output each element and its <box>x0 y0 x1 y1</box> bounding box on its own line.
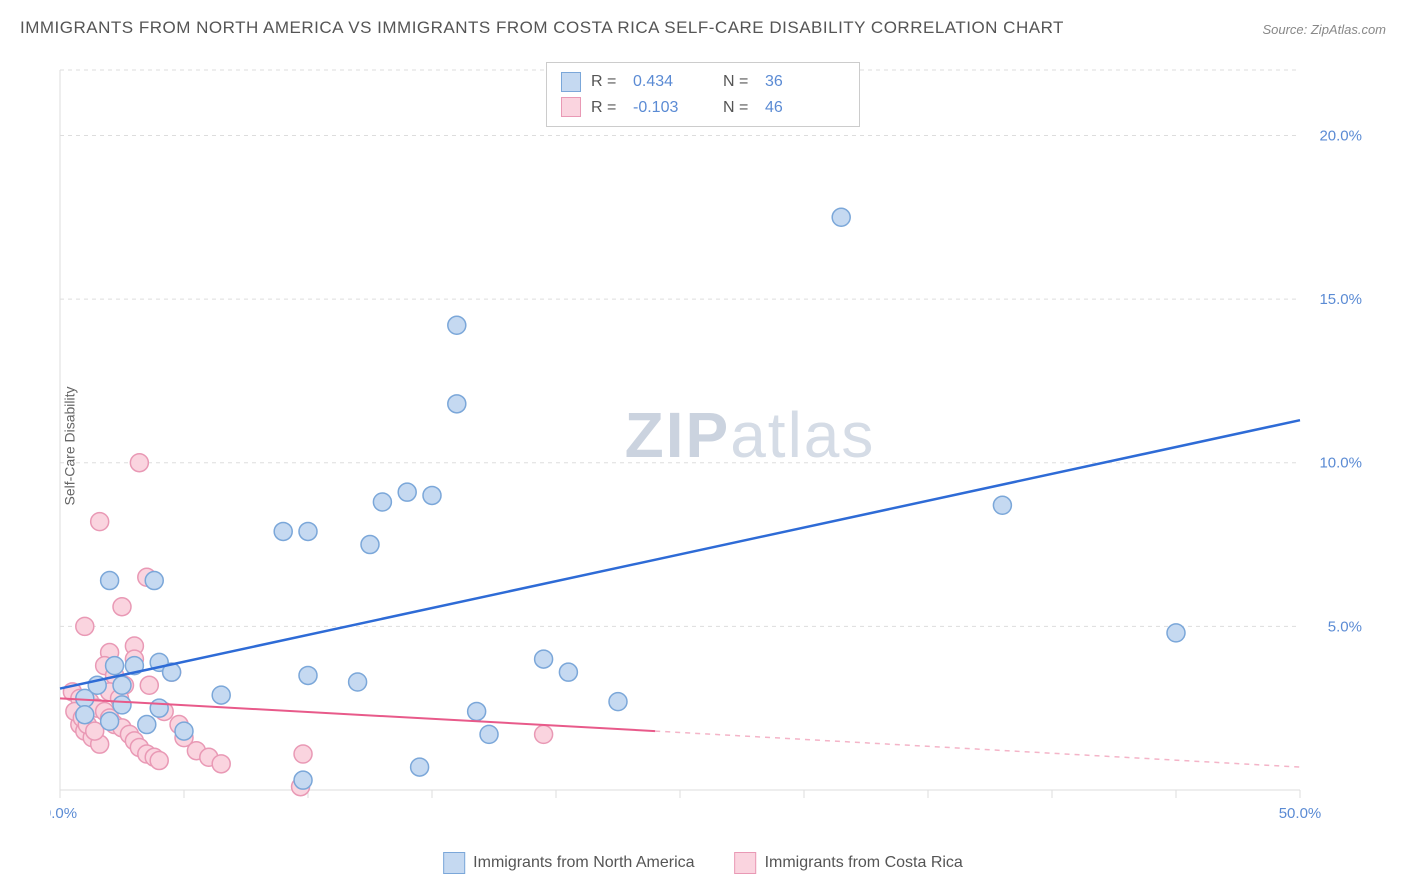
source-label: Source: ZipAtlas.com <box>1262 22 1386 37</box>
swatch-blue <box>561 72 581 92</box>
correlation-legend: R = 0.434 N = 36 R = -0.103 N = 46 <box>546 62 860 127</box>
ticks-layer: 5.0% 10.0% 15.0% 20.0% 0.0% 50.0% <box>50 127 1362 822</box>
chart-title: IMMIGRANTS FROM NORTH AMERICA VS IMMIGRA… <box>20 18 1064 38</box>
legend-row: R = 0.434 N = 36 <box>561 69 845 95</box>
r-value: 0.434 <box>633 69 713 95</box>
svg-text:0.0%: 0.0% <box>50 805 77 822</box>
svg-text:15.0%: 15.0% <box>1319 291 1362 308</box>
legend-label: Immigrants from Costa Rica <box>765 854 963 872</box>
legend-item: Immigrants from Costa Rica <box>735 852 963 874</box>
svg-text:50.0%: 50.0% <box>1279 805 1322 822</box>
svg-text:10.0%: 10.0% <box>1319 455 1362 472</box>
n-value: 46 <box>765 95 845 121</box>
n-label: N = <box>723 95 755 121</box>
legend-item: Immigrants from North America <box>443 852 694 874</box>
n-label: N = <box>723 69 755 95</box>
watermark: ZIPatlas <box>625 399 876 471</box>
svg-text:20.0%: 20.0% <box>1319 127 1362 144</box>
r-value: -0.103 <box>633 95 713 121</box>
swatch-pink <box>735 852 757 874</box>
legend-row: R = -0.103 N = 46 <box>561 95 845 121</box>
trendlines-layer <box>60 420 1300 767</box>
scatter-plot: ZIPatlas 5.0% 10.0% 15.0% 20.0% 0.0% 50.0% <box>50 60 1370 840</box>
swatch-blue <box>443 852 465 874</box>
series-legend: Immigrants from North America Immigrants… <box>443 852 963 874</box>
r-label: R = <box>591 95 623 121</box>
n-value: 36 <box>765 69 845 95</box>
r-label: R = <box>591 69 623 95</box>
svg-text:5.0%: 5.0% <box>1328 618 1362 635</box>
swatch-pink <box>561 97 581 117</box>
legend-label: Immigrants from North America <box>473 854 694 872</box>
plot-svg: ZIPatlas 5.0% 10.0% 15.0% 20.0% 0.0% 50.0% <box>50 60 1370 840</box>
